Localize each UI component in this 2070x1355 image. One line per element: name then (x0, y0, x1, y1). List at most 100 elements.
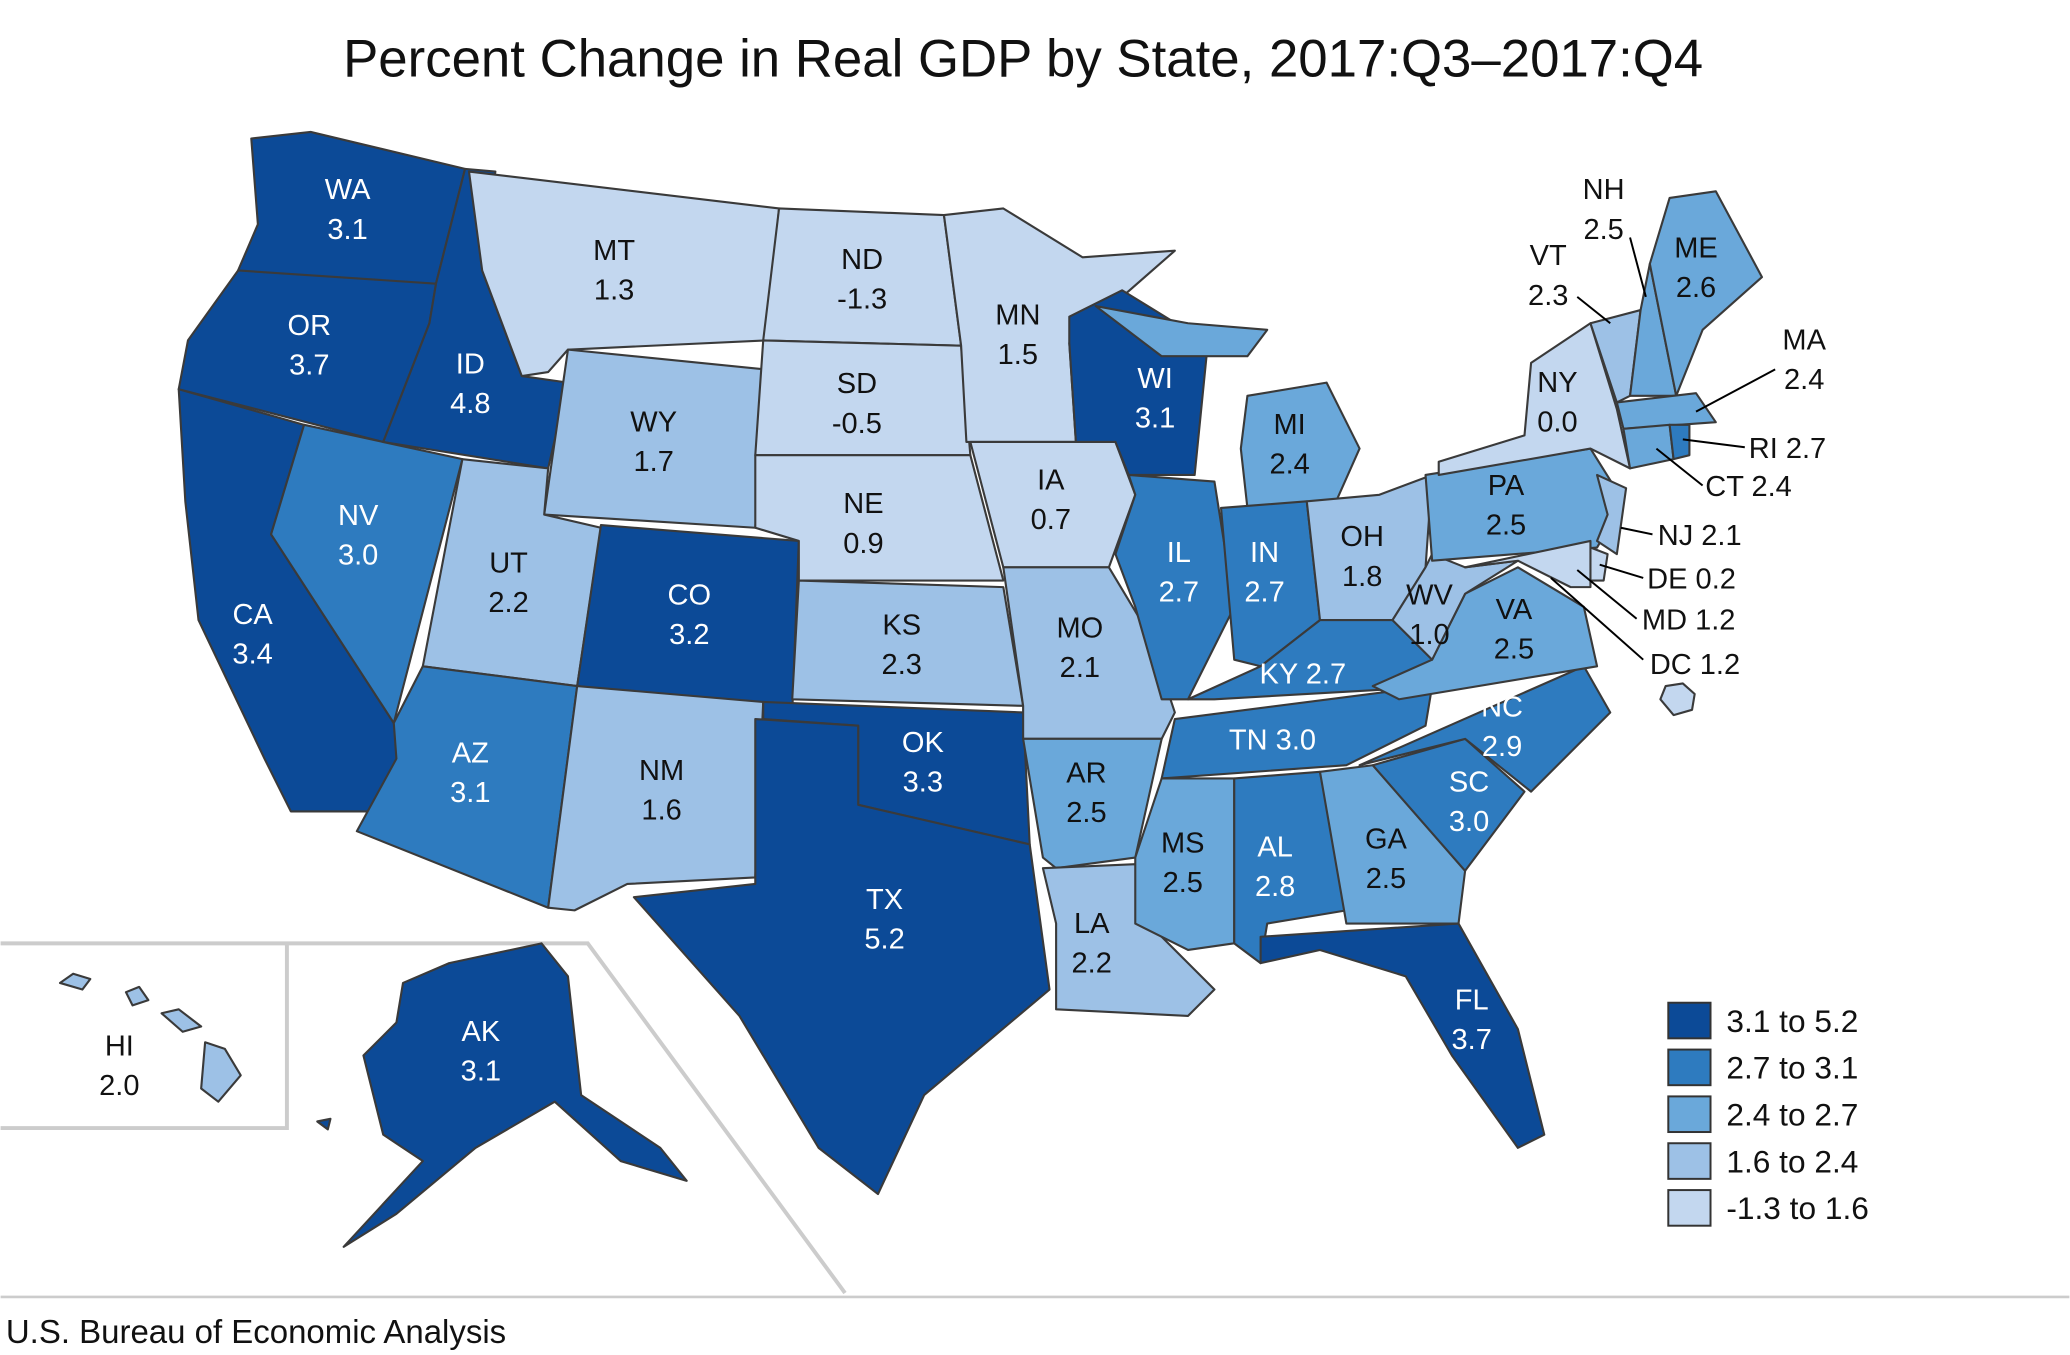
state-shape (1022, 737, 1163, 870)
state-label: ME 2.6 (1674, 232, 1718, 304)
state-abbr: AR (1066, 757, 1106, 789)
state-abbr: WA (325, 174, 371, 206)
state-label: CO 3.2 (668, 579, 712, 651)
state-value: 2.9 (1482, 731, 1522, 763)
state-value: 2.0 (99, 1070, 139, 1102)
state-abbr: MO (1056, 612, 1103, 644)
legend-swatch (1667, 1095, 1712, 1134)
state-md (1464, 539, 1592, 589)
state-shape (1615, 392, 1717, 430)
state-abbr: CA (232, 599, 273, 631)
state-value: 2.4 (1269, 449, 1309, 481)
state-abbr: GA (1365, 823, 1408, 855)
state-shape (1659, 682, 1696, 717)
state-value: 3.1 (327, 214, 367, 246)
state-value: 2.5 (1486, 509, 1526, 541)
state-label: MD 1.2 (1642, 604, 1736, 636)
state-shape (200, 1041, 242, 1103)
state-shape (543, 348, 767, 529)
state-value: 2.5 (1163, 867, 1203, 899)
legend-label: 1.6 to 2.4 (1726, 1143, 1858, 1179)
state-abbr: MT (593, 235, 635, 267)
state-value: 3.1 (450, 777, 490, 809)
state-label: RI 2.7 (1749, 433, 1826, 465)
state-value: 2.7 (1244, 577, 1284, 609)
legend-swatch (1667, 1189, 1712, 1227)
state-labels: WA 3.1 OR 3.7 CA 3.4 ID 4.8 NV 3.0 MT 1.3 WY 1.7 UT 2.2… (99, 174, 1826, 1102)
state-value: 1.3 (594, 274, 634, 306)
state-shape (1114, 473, 1236, 701)
state-abbr: KS (882, 610, 921, 642)
state-abbr: IL (1167, 537, 1191, 569)
state-label: CT 2.4 (1705, 471, 1792, 503)
state-abbr: IN (1250, 537, 1279, 569)
state-value: 3.2 (669, 619, 709, 651)
state-label: OH 1.8 (1340, 521, 1384, 593)
state-label: OK 3.3 (902, 727, 945, 799)
legend-swatch (1667, 1142, 1712, 1180)
state-nj (1595, 473, 1628, 556)
state-label: MA 2.4 (1782, 325, 1826, 397)
state-label: TN 3.0 (1229, 724, 1316, 756)
state-shape (160, 1008, 203, 1033)
state-shape (1259, 922, 1546, 1149)
state-value: 3.4 (232, 639, 272, 671)
state-shape (1437, 322, 1632, 477)
state-label: ID 4.8 (450, 348, 490, 420)
state-nd (762, 207, 963, 347)
leader-line (1576, 569, 1638, 620)
state-value: 4.8 (450, 388, 490, 420)
state-shape (632, 718, 1051, 1196)
state-ar (1022, 737, 1163, 870)
state-ri (1668, 423, 1691, 461)
state-label: TX 5.2 (864, 884, 904, 956)
state-abbr: FL (1455, 984, 1489, 1016)
state-abbr: MA (1782, 325, 1826, 357)
state-label: DC 1.2 (1650, 649, 1740, 681)
state-tx (632, 718, 1051, 1196)
legend-label: 3.1 to 5.2 (1726, 1003, 1858, 1039)
state-label: IL 2.7 (1159, 537, 1199, 609)
legend-swatch (1667, 1001, 1712, 1040)
state-label: AR 2.5 (1066, 757, 1106, 829)
state-abbr: VA (1496, 594, 1533, 626)
state-label: DE 0.2 (1647, 563, 1736, 595)
state-ks (791, 579, 1025, 707)
state-label: NH 2.5 (1583, 174, 1625, 246)
state-abbr: ID (456, 348, 485, 380)
state-value: 2.5 (1494, 633, 1534, 665)
state-nc (1358, 665, 1612, 793)
state-abbr: OR (288, 310, 332, 342)
leader-line (1695, 368, 1776, 413)
source-credit: U.S. Bureau of Economic Analysis (6, 1313, 506, 1350)
state-shape (1464, 539, 1592, 589)
state-abbr: WY (630, 406, 677, 438)
state-value: 2.2 (1072, 947, 1112, 979)
state-abbr: VT (1530, 240, 1567, 272)
state-label: IA 0.7 (1031, 464, 1071, 536)
state-wy (543, 348, 767, 529)
state-label: HI 2.0 (99, 1031, 139, 1103)
leader-line (1629, 237, 1647, 298)
state-value: 2.2 (488, 587, 528, 619)
state-value: 2.1 (1060, 652, 1100, 684)
state-shape (1134, 777, 1236, 952)
state-label: UT 2.2 (488, 548, 528, 620)
state-abbr: OK (902, 727, 945, 759)
state-ny (1437, 322, 1632, 477)
state-label: VA 2.5 (1494, 594, 1534, 666)
state-value: 3.0 (1449, 806, 1489, 838)
state-abbr: OH (1340, 521, 1384, 553)
state-value: 2.5 (1066, 797, 1106, 829)
state-abbr: NC (1481, 691, 1523, 723)
state-shape (1622, 423, 1675, 470)
state-label: VT 2.3 (1528, 240, 1568, 312)
state-value: -1.3 (837, 284, 887, 316)
state-shape (1358, 665, 1612, 793)
state-fl (1259, 922, 1546, 1149)
state-abbr: AZ (452, 738, 489, 770)
state-label: NJ 2.1 (1658, 520, 1742, 552)
state-shape (1668, 423, 1691, 461)
state-shape (342, 942, 688, 1248)
